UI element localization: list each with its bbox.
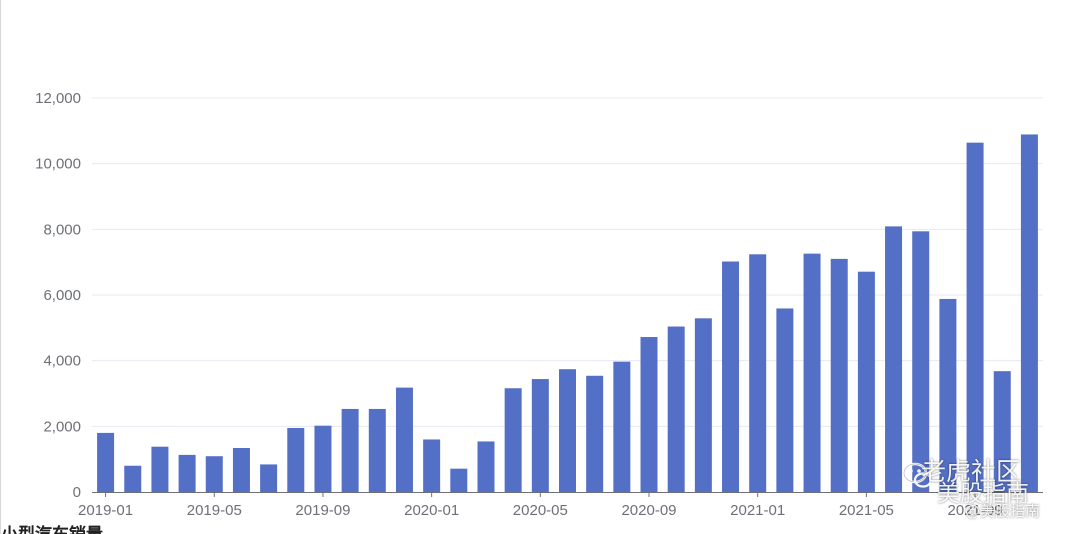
- bar-2021-11: [1020, 134, 1038, 492]
- y-tick-label: 10,000: [35, 156, 81, 173]
- y-tick-label: 0: [73, 484, 81, 501]
- y-tick-label: 12,000: [35, 90, 81, 107]
- bar-2020-03: [477, 441, 495, 492]
- bar-2021-08: [939, 298, 957, 492]
- bar-series: [97, 134, 1038, 493]
- bar-2020-11: [694, 318, 712, 492]
- bar-2021-09: [966, 142, 984, 493]
- bar-2019-06: [232, 448, 250, 492]
- bar-2021-07: [912, 231, 930, 492]
- bar-2020-08: [613, 361, 631, 492]
- x-tick-label: 2020-05: [513, 502, 568, 519]
- bar-2019-08: [287, 427, 305, 492]
- bar-2020-05: [531, 379, 549, 492]
- bar-2021-03: [803, 253, 821, 492]
- x-tick-label: 2019-01: [78, 502, 133, 519]
- y-tick-label: 6,000: [43, 287, 81, 304]
- watermark-handle-text: @美股指南: [965, 502, 1041, 520]
- x-tick-label: 2021-01: [730, 502, 785, 519]
- y-tick-label: 4,000: [43, 353, 81, 370]
- bar-2021-10: [993, 371, 1011, 492]
- bar-2019-05: [205, 456, 223, 492]
- x-tick-label: 2019-05: [187, 502, 242, 519]
- bar-2020-02: [450, 468, 468, 492]
- bar-2020-09: [640, 337, 658, 492]
- bar-2020-10: [667, 326, 685, 492]
- bar-2021-02: [776, 308, 794, 492]
- bar-2019-04: [178, 454, 196, 492]
- bar-2019-11: [368, 408, 386, 492]
- x-tick-label: 2021-05: [839, 502, 894, 519]
- y-tick-label: 2,000: [43, 418, 81, 435]
- watermark-brand-text: 美股指南: [937, 481, 1029, 507]
- bar-2019-07: [260, 464, 278, 492]
- wechat-icon: [902, 462, 933, 488]
- x-tick-label: 2021-09: [948, 502, 1003, 519]
- bar-2020-12: [722, 261, 740, 492]
- x-axis: [92, 492, 1043, 497]
- y-tick-label: 8,000: [43, 221, 81, 238]
- bar-2019-01: [97, 432, 115, 492]
- bar-2021-04: [830, 258, 848, 492]
- bar-2021-01: [749, 254, 767, 492]
- footer-caption: 小型汽车销量: [1, 525, 103, 534]
- bar-2021-05: [857, 271, 875, 492]
- grid-lines: [92, 97, 1043, 427]
- watermark-community-text: 老虎社区: [921, 457, 1022, 486]
- bar-2021-06: [885, 226, 903, 492]
- bar-2020-07: [586, 375, 604, 492]
- bar-2020-04: [504, 388, 522, 492]
- bar-2020-06: [559, 369, 576, 492]
- x-axis-labels: 2019-01 2019-05 2019-09 2020-01 2020-05 2020-…: [78, 502, 1003, 519]
- bar-2019-12: [395, 387, 413, 492]
- y-axis-labels: 0 2,000 4,000 6,000 8,000 10,000 12,000: [35, 90, 81, 501]
- bar-2019-10: [341, 408, 359, 492]
- bar-2019-09: [314, 425, 332, 492]
- x-tick-label: 2020-01: [404, 502, 459, 519]
- bar-2019-03: [151, 446, 169, 492]
- x-tick-label: 2020-09: [621, 502, 676, 519]
- x-tick-label: 2019-09: [295, 502, 350, 519]
- bar-2019-02: [124, 465, 142, 492]
- bar-2020-01: [423, 439, 441, 492]
